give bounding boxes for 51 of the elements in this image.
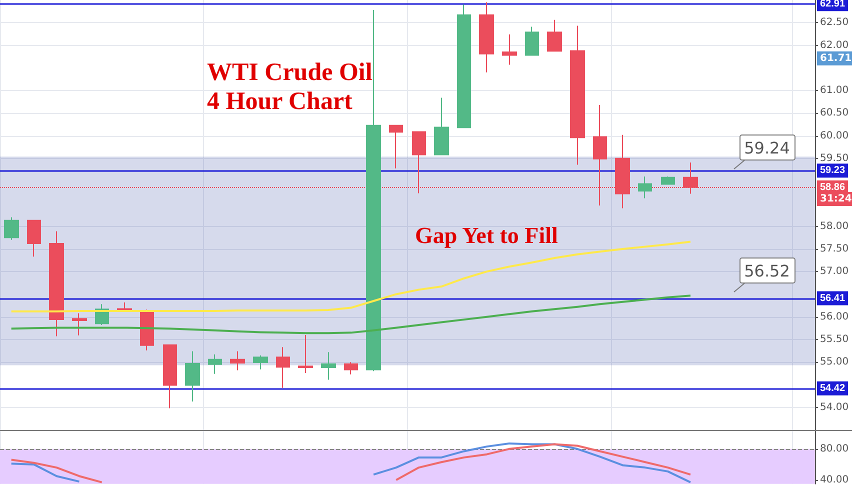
y-tick-label: 56.00: [820, 311, 849, 322]
candlestick: [4, 216, 19, 240]
y-tick-label: 57.00: [820, 266, 849, 278]
y-tick-label: 62.50: [820, 17, 849, 28]
candlestick: [27, 220, 41, 258]
y-tick-label: 80.00: [820, 443, 849, 454]
annotation: 56.52: [744, 262, 790, 280]
ref-line-label: 58.86: [820, 182, 846, 193]
ref-line-label: 62.91: [820, 0, 846, 10]
candlestick: [208, 354, 222, 374]
candlestick: [298, 334, 313, 374]
candlestick: [502, 34, 517, 66]
y-tick-label: 54.00: [820, 402, 849, 413]
candlestick: [389, 124, 403, 169]
y-tick-label: 40.00: [820, 474, 849, 485]
candlestick: [570, 25, 585, 166]
candlestick: [638, 176, 652, 199]
candlestick: [253, 354, 268, 370]
y-tick-label: 55.50: [820, 334, 849, 345]
candlestick: [49, 230, 64, 337]
candlestick: [72, 312, 87, 336]
candlestick: [321, 352, 336, 380]
line-series: [10, 294, 692, 334]
text: 31:24: [820, 194, 852, 204]
candlestick: [434, 97, 449, 156]
y-tick-label: 61.00: [820, 85, 849, 96]
annotation: 61.71: [820, 52, 852, 64]
candlestick: [185, 350, 200, 402]
candlestick: [457, 4, 471, 128]
annotation: 59.24: [744, 138, 790, 158]
candlestick: [547, 19, 562, 52]
candlestick: [276, 346, 290, 388]
ref-line-label: 54.42: [820, 382, 846, 394]
candlestick: [661, 176, 675, 185]
y-tick-label: 60.00: [820, 130, 849, 142]
candlestick: [525, 26, 539, 56]
y-tick-label: 62.00: [820, 40, 849, 51]
candlestick: [163, 344, 177, 409]
candlestick: [230, 350, 245, 371]
annotation: Gap Yet to Fill: [415, 223, 558, 248]
ref-line-label: 56.41: [820, 292, 846, 304]
y-tick-label: 55.00: [820, 356, 849, 368]
candlestick: [479, 2, 494, 73]
candlestick: [344, 362, 358, 375]
annotation: WTI Crude Oil 4 Hour Chart: [207, 59, 372, 115]
y-tick-label: 58.00: [820, 220, 849, 232]
candlestick: [140, 310, 154, 351]
ref-line-label: 59.23: [820, 165, 846, 176]
y-tick-label: 57.50: [820, 243, 849, 254]
y-tick-label: 59.50: [820, 152, 849, 164]
y-tick-label: 60.50: [820, 108, 849, 119]
